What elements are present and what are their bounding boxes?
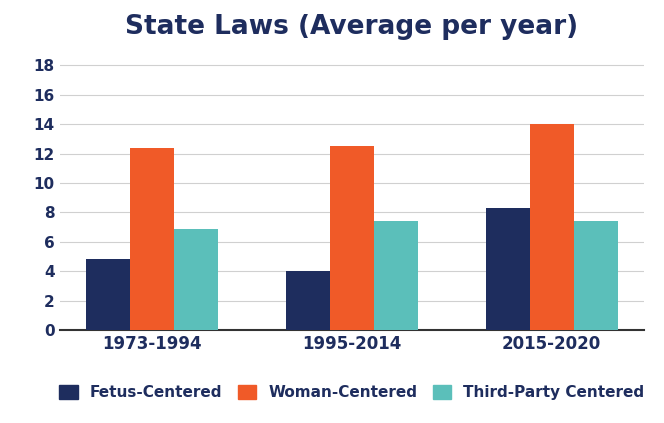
- Legend: Fetus-Centered, Woman-Centered, Third-Party Centered: Fetus-Centered, Woman-Centered, Third-Pa…: [60, 385, 644, 401]
- Bar: [86, 259, 130, 330]
- Bar: [330, 146, 374, 330]
- Bar: [574, 221, 618, 330]
- Bar: [286, 271, 330, 330]
- Bar: [174, 228, 218, 330]
- Title: State Laws (Average per year): State Laws (Average per year): [125, 14, 578, 40]
- Bar: [374, 221, 418, 330]
- Bar: [486, 208, 530, 330]
- Bar: [530, 124, 574, 330]
- Bar: [130, 148, 174, 330]
